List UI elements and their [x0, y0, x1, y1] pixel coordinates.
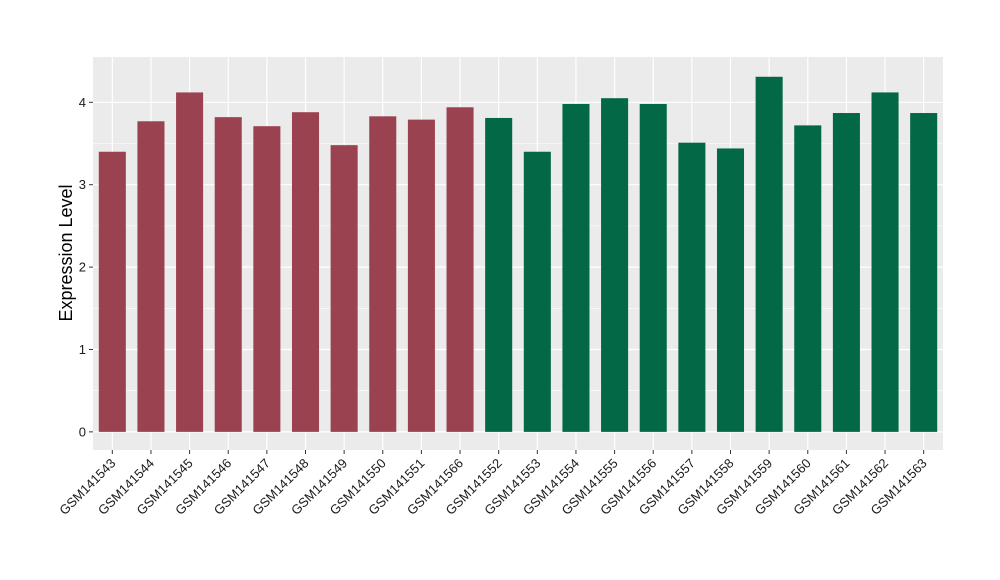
- y-tick-label: 0: [79, 424, 86, 439]
- y-tick-label: 3: [79, 177, 86, 192]
- bar-GSM141559: [755, 76, 783, 432]
- bar-GSM141561: [832, 113, 860, 432]
- bar-GSM141566: [446, 107, 474, 432]
- bar-GSM141562: [871, 92, 899, 432]
- bar-GSM141554: [562, 103, 590, 432]
- bar-GSM141555: [601, 98, 629, 432]
- x-axis-ticks: GSM141543GSM141544GSM141545GSM141546GSM1…: [56, 450, 930, 518]
- y-tick-label: 4: [79, 95, 86, 110]
- bar-GSM141551: [407, 119, 435, 432]
- bar-GSM141549: [330, 145, 358, 432]
- bar-GSM141545: [176, 92, 204, 432]
- bar-GSM141548: [291, 112, 320, 432]
- y-axis-ticks: 0 1 2 3 4: [79, 95, 93, 439]
- bar-GSM141558: [716, 148, 745, 432]
- y-tick-label: 1: [79, 342, 86, 357]
- bar-GSM141556: [639, 103, 667, 432]
- y-axis-title: Expression Level: [56, 184, 76, 321]
- bar-GSM141553: [523, 151, 551, 432]
- bar-GSM141552: [485, 117, 513, 432]
- bar-GSM141557: [678, 142, 706, 432]
- y-tick-label: 2: [79, 260, 86, 275]
- bar-GSM141560: [794, 125, 822, 432]
- bar-GSM141563: [910, 113, 938, 432]
- bar-GSM141543: [98, 151, 126, 432]
- bar-GSM141550: [369, 116, 397, 432]
- bar-GSM141544: [137, 121, 165, 432]
- bar-GSM141547: [253, 126, 281, 432]
- bar-GSM141546: [214, 117, 242, 432]
- bars: [98, 76, 938, 432]
